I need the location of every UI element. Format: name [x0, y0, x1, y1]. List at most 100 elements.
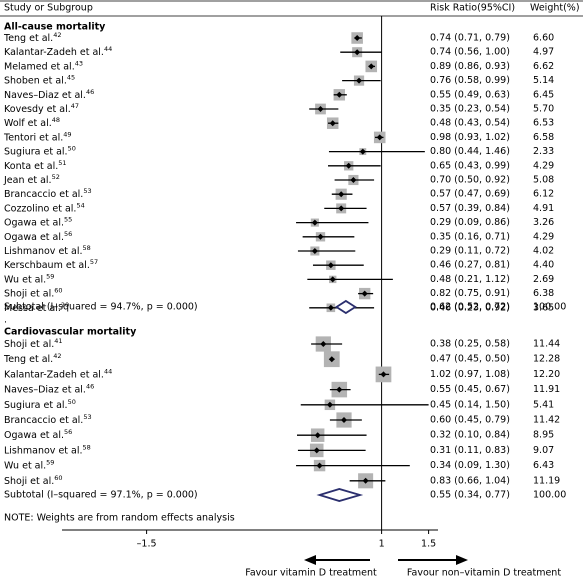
weight-label: 5.14 — [533, 75, 554, 86]
study-ref: 46 — [86, 383, 94, 391]
study-name: Sugiura et al.50 — [4, 398, 76, 411]
study-ref: 57 — [90, 258, 98, 266]
study-label: Shoben et al. — [4, 75, 67, 86]
study-name: Shoji et al.60 — [4, 287, 63, 300]
study-name: Brancaccio et al.53 — [4, 413, 92, 426]
study-ref: 41 — [54, 337, 62, 345]
study-name: Ogawa et al.56 — [4, 230, 72, 243]
point-estimate — [354, 35, 361, 41]
favour-left: Favour vitamin D treatment — [245, 568, 377, 578]
study-label: Teng et al. — [3, 33, 53, 44]
study-label: Ogawa et al. — [4, 430, 64, 441]
study-label: Kalantar-Zadeh et al. — [4, 47, 104, 58]
study-label: Messa et al. — [4, 302, 61, 313]
study-ref: 42 — [53, 31, 61, 39]
study-label: Jean et al. — [3, 175, 52, 186]
study-label: Sugiura et al. — [4, 146, 68, 157]
weight-label: 11.42 — [533, 415, 560, 426]
ci-label: 0.38 (0.25, 0.58) — [430, 339, 510, 350]
subtotal-diamond — [334, 299, 357, 315]
weight-label: 6.12 — [533, 189, 554, 200]
study-ref: 54 — [76, 201, 84, 209]
ci-label: 0.80 (0.44, 1.46) — [430, 146, 510, 157]
study-name: Wu et al.59 — [4, 272, 54, 285]
ci-label: 0.55 (0.34, 0.77) — [430, 490, 510, 501]
x-tick-label: –1.5 — [137, 539, 157, 550]
favour-right: Favour non–vitamin D treatment — [407, 568, 561, 578]
weight-label: 5.41 — [533, 399, 554, 410]
study-name: Teng et al.42 — [3, 31, 61, 44]
study-ref: 60 — [54, 474, 62, 482]
study-label: Cozzolino et al. — [4, 203, 76, 214]
ci-label: 0.35 (0.23, 0.54) — [430, 104, 510, 115]
weight-label: 6.43 — [533, 460, 554, 471]
study-ref: 44 — [104, 45, 112, 53]
ci-label: 0.31 (0.11, 0.83) — [430, 445, 510, 456]
ci-label: 0.29 (0.11, 0.72) — [430, 246, 510, 257]
study-ref: 59 — [46, 459, 54, 467]
ci-label: 0.48 (0.21, 1.12) — [430, 274, 510, 285]
ci-label: 0.35 (0.16, 0.71) — [430, 231, 510, 242]
study-ref: 47 — [71, 102, 79, 110]
header-ci: Risk Ratio(95%CI) — [430, 3, 515, 14]
study-label: Kalantar-Zadeh et al. — [4, 369, 104, 380]
x-tick-label: 1 — [379, 539, 385, 550]
point-estimate — [311, 248, 318, 254]
point-estimate — [316, 462, 323, 469]
ci-label: 0.57 (0.39, 0.84) — [430, 203, 510, 214]
point-estimate — [362, 477, 369, 484]
point-estimate — [314, 432, 321, 439]
point-estimate — [341, 417, 347, 423]
point-estimate — [336, 386, 343, 393]
point-estimate — [328, 356, 335, 363]
study-name: Sugiura et al.50 — [4, 145, 76, 158]
study-name: Kovesdy et al.47 — [4, 102, 79, 115]
study-name: Brancaccio et al.53 — [4, 187, 92, 200]
study-ref: 52 — [52, 173, 60, 181]
study-label: Wolf et al. — [4, 118, 52, 129]
weight-label: 5.70 — [533, 104, 554, 115]
study-ref: 56 — [64, 230, 72, 238]
study-label: Shoji et al. — [4, 288, 54, 299]
study-label: Naves–Diaz et al. — [4, 89, 86, 100]
arrow-right-head — [456, 555, 468, 565]
weight-label: 8.95 — [533, 430, 554, 441]
point-estimate — [326, 401, 333, 408]
study-ref: 50 — [68, 145, 76, 153]
weight-label: 6.62 — [533, 61, 554, 72]
study-name: Naves–Diaz et al.46 — [4, 383, 94, 396]
study-ref: 44 — [104, 367, 112, 375]
point-estimate — [329, 276, 336, 283]
study-name: Kerschbaum et al.57 — [4, 258, 98, 271]
study-label: Ogawa et al. — [4, 231, 64, 242]
ci-label: 0.76 (0.58, 0.99) — [430, 75, 510, 86]
header-weight: Weight(%) — [530, 3, 580, 14]
study-name: Shoben et al.45 — [4, 74, 75, 87]
weight-label: 4.97 — [533, 47, 554, 58]
study-ref: 53 — [83, 187, 91, 195]
weight-label: 6.53 — [533, 118, 554, 129]
x-tick-label: 1.5 — [421, 539, 436, 550]
header-study: Study or Subgroup — [4, 3, 93, 14]
weight-label: 100.00 — [533, 490, 566, 501]
weight-label: 11.91 — [533, 384, 560, 395]
ci-label: 0.34 (0.09, 1.30) — [430, 460, 510, 471]
ci-label: 0.47 (0.45, 0.50) — [430, 354, 510, 365]
ci-label: 0.32 (0.10, 0.84) — [430, 430, 510, 441]
study-ref: 49 — [63, 130, 71, 138]
study-name: Shoji et al.60 — [4, 474, 63, 487]
study-label: Brancaccio et al. — [4, 189, 83, 200]
weight-label: 12.20 — [533, 369, 560, 380]
weight-label: 5.08 — [533, 175, 554, 186]
study-ref: 53 — [83, 413, 91, 421]
study-ref: 48 — [52, 116, 60, 124]
study-label: Kerschbaum et al. — [4, 260, 90, 271]
study-name: Tentori et al.49 — [3, 130, 72, 143]
ci-label: 1.02 (0.97, 1.08) — [430, 369, 510, 380]
point-estimate — [329, 120, 336, 127]
study-ref: 20 — [61, 301, 69, 309]
study-name: Lishmanov et al.58 — [4, 443, 91, 456]
weight-label: 3.26 — [533, 217, 554, 228]
